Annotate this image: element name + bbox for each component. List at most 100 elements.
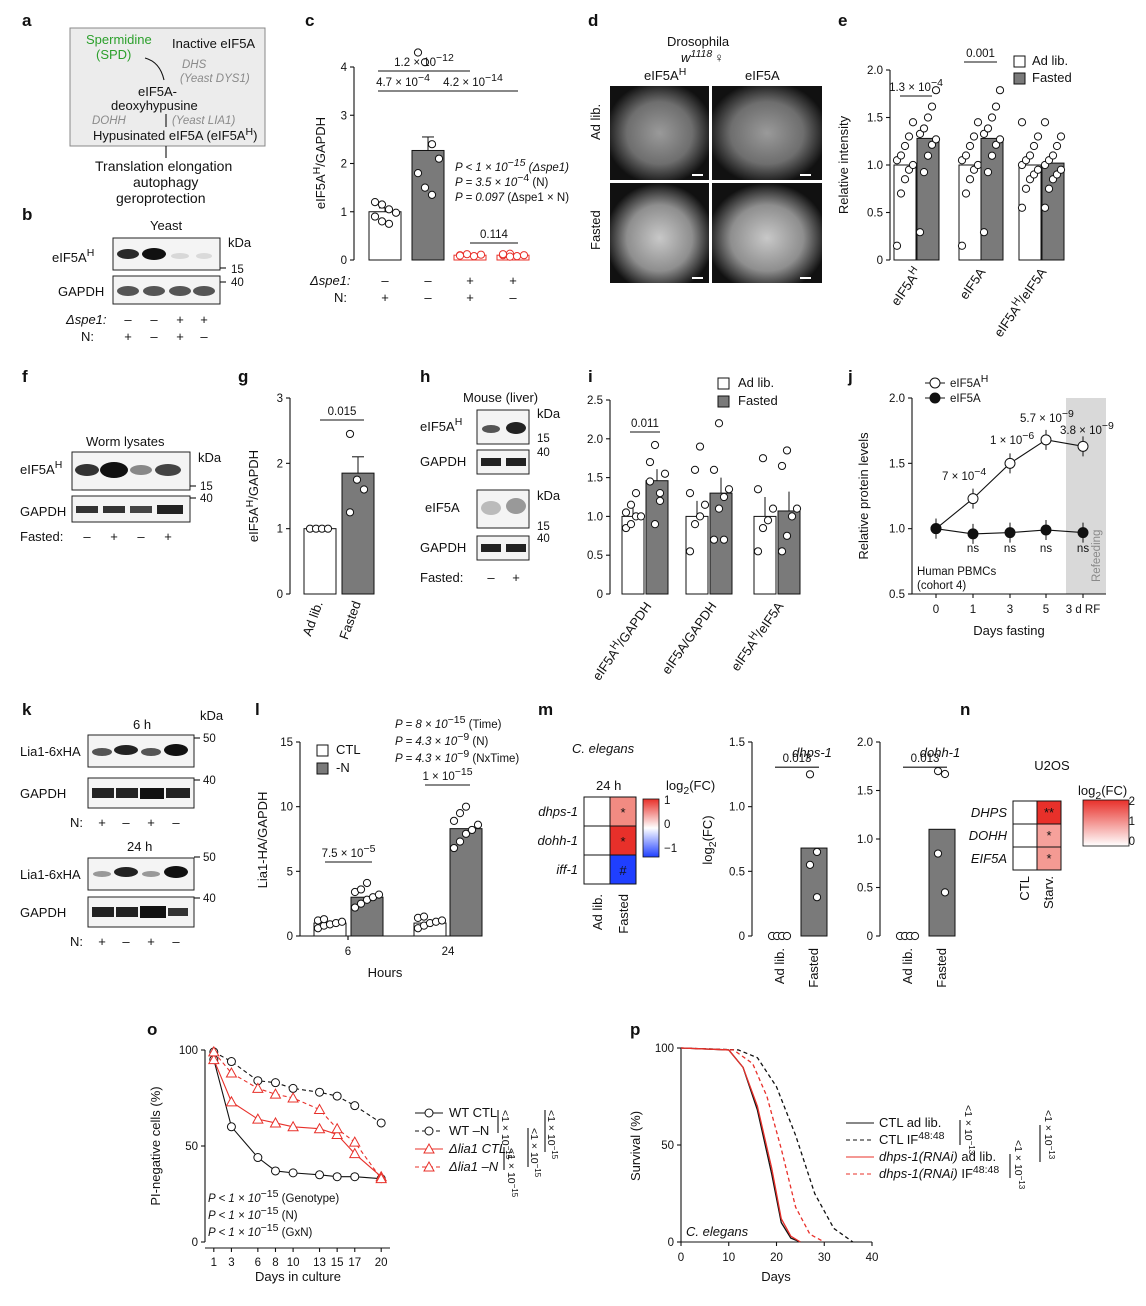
- p-bracket-p: <1 × 10−13: [1012, 1140, 1026, 1190]
- l-y-axis-label: Lia1-HA/GAPDH: [255, 792, 270, 889]
- m-row-label: iff-1: [556, 862, 578, 877]
- k-band: [164, 744, 188, 756]
- m-colorbar-title: log2(FC): [666, 778, 715, 797]
- l-x-tick-label: 24: [442, 946, 455, 958]
- n-colorbar-title: log2(FC): [1078, 783, 1127, 802]
- l-data-point: [455, 837, 465, 846]
- hypusinated-label: Hypusinated eIF5A (eIF5AH): [93, 126, 257, 143]
- y-tick-label: 0: [287, 931, 293, 943]
- m-data-point: [910, 931, 920, 941]
- l-data-point: [473, 820, 483, 829]
- i-data-point: [782, 446, 792, 455]
- y-tick-label: 15: [280, 737, 293, 749]
- sign-label: +: [110, 529, 118, 544]
- n-col-label: Starv.: [1041, 876, 1056, 909]
- sign-label: –: [124, 312, 132, 327]
- i-data-point: [695, 442, 705, 451]
- k-sign-row: + – + –: [98, 815, 180, 830]
- o-x-axis-label: Days in culture: [255, 1269, 341, 1284]
- j-x-tick-label: 0: [933, 604, 939, 616]
- e-data-point: [995, 135, 1005, 144]
- l-legend-ctl: CTL: [336, 742, 361, 757]
- m-row-label: dohh-1: [538, 833, 578, 848]
- g-data-point: [345, 508, 355, 517]
- j-ns-label: ns: [1004, 543, 1016, 555]
- i-data-point: [777, 461, 787, 471]
- c-data-point: [505, 252, 515, 261]
- y-tick-label: 1.5: [729, 737, 745, 749]
- o-x-tick-label: 20: [375, 1257, 388, 1269]
- f-band: [75, 464, 99, 476]
- h-band2-label: GAPDH: [420, 454, 466, 469]
- panel-letter-e: e: [838, 11, 847, 30]
- j-data-point: [1004, 457, 1016, 469]
- b-band: [171, 253, 189, 259]
- m-data-point: [940, 888, 950, 897]
- l-data-point: [319, 915, 329, 924]
- m-cell-mark: *: [620, 805, 625, 820]
- c-sign: –: [424, 290, 432, 305]
- panel-o-chart: 0 50 100 PI-negative cells (%) 1 3 6 8 10 13 15 17 2…: [148, 1045, 559, 1284]
- b-m15: 15: [231, 264, 244, 276]
- k-m50b: 50: [203, 852, 216, 864]
- m-x-label: Ad lib.: [772, 948, 787, 984]
- i-data-point: [709, 535, 719, 544]
- h-sign-row: – +: [487, 570, 519, 585]
- f-band: [155, 464, 181, 476]
- c-sign: +: [466, 290, 474, 305]
- e-data-point: [900, 175, 910, 184]
- o-data-point: [225, 1095, 238, 1107]
- l-x-tick-label: 6: [345, 946, 351, 958]
- panel-letter-a: a: [22, 11, 32, 30]
- m-colorbar-tick: 1: [664, 795, 670, 807]
- e-data-point: [919, 124, 929, 133]
- p-legend-4: dhps-1(RNAi) IF48:48: [879, 1164, 999, 1181]
- m-cell-mark: #: [619, 863, 627, 878]
- y-tick-label: 0.5: [867, 208, 883, 220]
- b-band: [117, 249, 139, 259]
- o-data-point: [288, 1083, 298, 1093]
- h-m40b: 40: [537, 533, 550, 545]
- k-row2: N:: [70, 934, 83, 949]
- m-x-label: Ad lib.: [900, 948, 915, 984]
- g-data-point: [359, 485, 369, 494]
- panel-k-blot: 6 h kDa Lia1-6xHA GAPDH 50 40 N: + – + – 24…: [20, 708, 224, 949]
- i-legend-swatch-adlib: [717, 377, 730, 390]
- c-y-axis-label: eIF5AH/GAPDH: [311, 117, 328, 209]
- sign-label: +: [176, 312, 184, 327]
- c-data-point: [384, 205, 394, 214]
- m-x-label: Fasted: [806, 948, 821, 988]
- sign-label: –: [137, 529, 145, 544]
- deoxy-label-1: eIF5A-: [138, 84, 177, 99]
- o-data-point: [332, 1172, 342, 1182]
- sign-label: +: [512, 570, 520, 585]
- i-data-point: [655, 489, 665, 498]
- m-cell-adlib: [583, 796, 611, 827]
- y-tick-label: 0.5: [587, 550, 603, 562]
- m-cell-mark: *: [620, 834, 625, 849]
- f-band: [76, 506, 98, 513]
- c-row1-label: Δspe1:: [309, 273, 351, 288]
- panel-letters: a b c d e f g h i j k l m n o p: [22, 11, 970, 1039]
- i-x-label-1: eIF5AH/GAPDH: [588, 598, 655, 683]
- f-band2-label: GAPDH: [20, 504, 66, 519]
- o-data-point: [226, 1122, 236, 1132]
- e-data-point: [927, 102, 937, 111]
- b-band2-label: GAPDH: [58, 284, 104, 299]
- h-m15b: 15: [537, 521, 550, 533]
- m-cell-adlib: [583, 825, 611, 856]
- o-data-point: [269, 1116, 282, 1128]
- i-data-point: [753, 485, 763, 494]
- y-tick-label: 100: [179, 1045, 198, 1057]
- o-data-point: [288, 1168, 298, 1178]
- p-x-tick-label: 30: [818, 1252, 831, 1264]
- p-value-label: 0.114: [480, 229, 509, 241]
- g-y-axis-label: eIF5AH/GAPDH: [244, 450, 261, 542]
- l-data-point: [419, 912, 429, 921]
- e-data-point: [931, 86, 941, 95]
- c-bar: [411, 149, 445, 261]
- y-tick-label: 2.0: [867, 65, 883, 77]
- h-band: [481, 458, 501, 466]
- k-m50: 50: [203, 733, 216, 745]
- j-ns-label: ns: [1040, 543, 1052, 555]
